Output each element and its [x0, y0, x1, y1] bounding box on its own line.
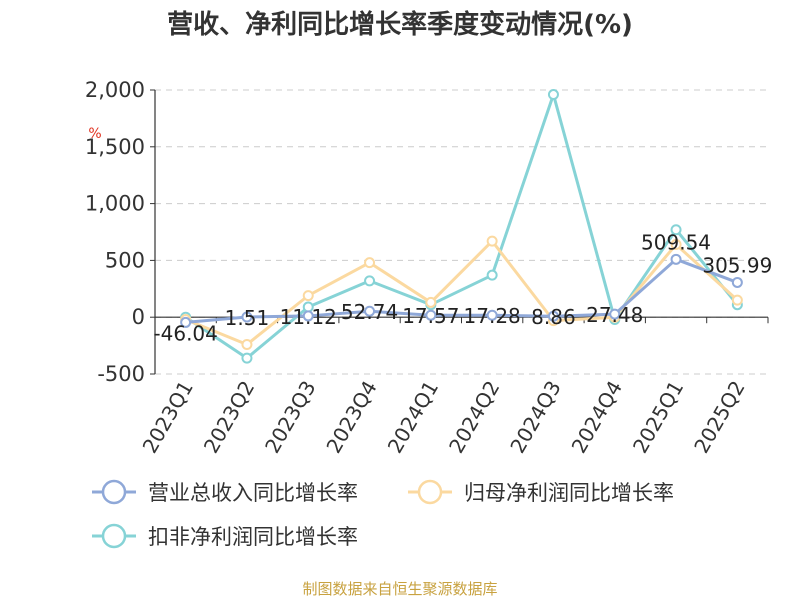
- y-tick-label: 500: [105, 248, 145, 272]
- data-point: [364, 305, 376, 317]
- x-tick-label: 2023Q4: [321, 377, 381, 458]
- legend-item[interactable]: 归母净利润同比增长率: [408, 479, 674, 505]
- x-tick-label: 2023Q2: [199, 377, 259, 458]
- data-point: [609, 308, 621, 320]
- legend-label: 营业总收入同比增长率: [148, 481, 358, 505]
- data-labels: -46.04 1.51 11.12 52.74 17.57 17.28 8.86 27.48 5…: [153, 230, 772, 345]
- data-point: [670, 224, 682, 236]
- data-point: [302, 310, 314, 322]
- data-label: 8.86: [531, 305, 576, 329]
- legend-item[interactable]: 营业总收入同比增长率: [92, 479, 358, 505]
- data-point: [425, 296, 437, 308]
- legend-swatch-marker: [101, 479, 127, 505]
- series-line: [185, 239, 739, 346]
- y-unit-label: %: [88, 126, 101, 142]
- grid-lines: -500 0 500 1,000 1,500 2,000: [85, 78, 768, 386]
- data-label: 52.74: [341, 300, 398, 324]
- x-tick-label: 2023Q1: [138, 377, 198, 458]
- legend-swatch-marker: [417, 479, 443, 505]
- series-1: [180, 253, 743, 328]
- legend-item[interactable]: 扣非净利润同比增长率: [92, 523, 358, 549]
- legend-label: 扣非净利润同比增长率: [148, 525, 358, 549]
- y-tick-label: 0: [132, 305, 145, 329]
- data-point: [547, 310, 559, 322]
- axes: 2023Q1 2023Q2 2023Q3 2023Q4 2024Q1 2024Q2 2024…: [138, 90, 769, 458]
- series-layer: [180, 89, 743, 364]
- data-point: [364, 275, 376, 287]
- data-label: 509.54: [641, 230, 711, 254]
- data-point: [731, 294, 743, 306]
- data-point: [241, 311, 253, 323]
- x-tick-label: 2023Q3: [260, 377, 320, 458]
- data-label: 1.51: [225, 306, 270, 330]
- x-tick-label: 2024Q4: [567, 377, 627, 458]
- y-tick-label: 2,000: [85, 78, 145, 102]
- data-point: [180, 316, 192, 328]
- data-point: [670, 238, 682, 250]
- data-label: 17.57: [402, 304, 459, 328]
- x-tick-label: 2024Q3: [505, 377, 565, 458]
- data-point: [241, 338, 253, 350]
- data-label: -46.04: [153, 321, 217, 345]
- data-point: [302, 290, 314, 302]
- x-tick-label: 2025Q2: [689, 377, 749, 458]
- data-point: [241, 352, 253, 364]
- data-point: [670, 253, 682, 265]
- data-point: [731, 276, 743, 288]
- data-point: [547, 89, 559, 101]
- data-point: [364, 257, 376, 269]
- legend-label: 归母净利润同比增长率: [464, 481, 674, 505]
- x-tick-label: 2024Q1: [383, 376, 443, 457]
- source-note: 制图数据来自恒生聚源数据库: [302, 580, 497, 598]
- chart-title: 营收、净利同比增长率季度变动情况(%): [167, 9, 633, 40]
- series-line: [185, 257, 738, 324]
- legend-swatch-marker: [101, 523, 127, 549]
- x-tick-label: 2025Q1: [628, 377, 688, 458]
- data-point: [486, 309, 498, 321]
- data-point: [425, 309, 437, 321]
- data-label: 17.28: [464, 304, 521, 328]
- data-label: 11.12: [280, 305, 337, 329]
- data-label: 305.99: [702, 253, 772, 277]
- data-point: [486, 269, 498, 281]
- series-line: [184, 93, 739, 360]
- y-tick-label: 1,000: [85, 192, 145, 216]
- y-tick-label: 1,500: [85, 135, 145, 159]
- x-tick-label: 2024Q2: [444, 377, 504, 458]
- data-label: 27.48: [586, 303, 643, 327]
- y-tick-label: -500: [97, 362, 145, 386]
- data-point: [486, 235, 498, 247]
